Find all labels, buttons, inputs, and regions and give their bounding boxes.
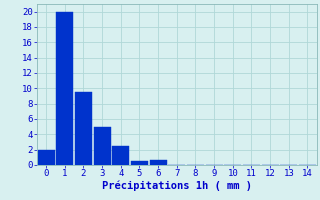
Bar xyxy=(94,127,110,165)
Bar xyxy=(150,160,166,165)
X-axis label: Précipitations 1h ( mm ): Précipitations 1h ( mm ) xyxy=(102,181,252,191)
Bar xyxy=(112,146,129,165)
Bar xyxy=(56,12,73,165)
Bar xyxy=(38,150,54,165)
Bar xyxy=(131,161,148,165)
Bar xyxy=(75,92,92,165)
